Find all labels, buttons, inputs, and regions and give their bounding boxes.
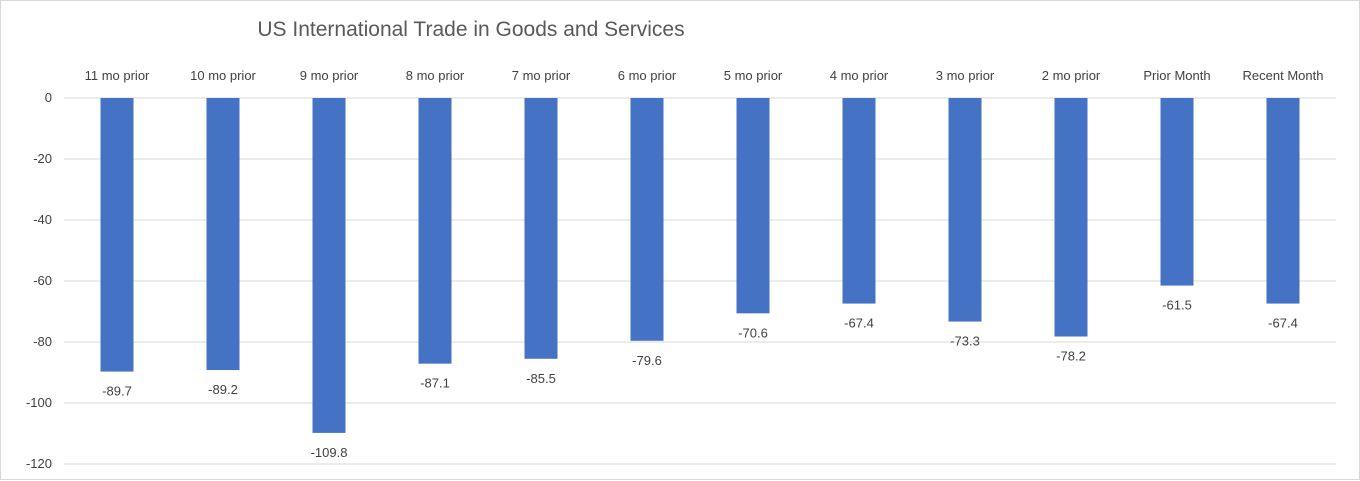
data-label: -87.1 bbox=[420, 376, 450, 391]
category-label: 9 mo prior bbox=[300, 68, 359, 83]
y-tick-label: -40 bbox=[33, 212, 52, 227]
category-label: 6 mo prior bbox=[618, 68, 677, 83]
bar bbox=[1161, 98, 1194, 286]
data-label: -61.5 bbox=[1162, 298, 1192, 313]
bar bbox=[631, 98, 664, 341]
data-label: -89.7 bbox=[102, 384, 132, 399]
category-label: 10 mo prior bbox=[190, 68, 256, 83]
category-label: 4 mo prior bbox=[830, 68, 889, 83]
chart-title: US International Trade in Goods and Serv… bbox=[257, 18, 684, 41]
gridlines bbox=[64, 98, 1336, 464]
bar bbox=[949, 98, 982, 322]
y-tick-label: -20 bbox=[33, 151, 52, 166]
data-label: -78.2 bbox=[1056, 349, 1086, 364]
y-tick-label: -100 bbox=[26, 395, 52, 410]
category-label: 8 mo prior bbox=[406, 68, 465, 83]
bar bbox=[1267, 98, 1300, 304]
data-label: -67.4 bbox=[844, 316, 874, 331]
category-label: 3 mo prior bbox=[936, 68, 995, 83]
data-label: -79.6 bbox=[632, 353, 662, 368]
category-labels: 11 mo prior 10 mo prior 9 mo prior 8 mo pri… bbox=[85, 68, 1324, 83]
y-tick-label: -60 bbox=[33, 273, 52, 288]
bar bbox=[843, 98, 876, 304]
data-labels: -89.7 -89.2 -109.8 -87.1 -85.5 -79.6 -70.6 -67.… bbox=[102, 298, 1298, 460]
data-label: -70.6 bbox=[738, 325, 768, 340]
y-tick-label: -80 bbox=[33, 334, 52, 349]
data-label: -109.8 bbox=[311, 445, 348, 460]
bar bbox=[101, 98, 134, 372]
bar bbox=[737, 98, 770, 313]
data-label: -73.3 bbox=[950, 334, 980, 349]
y-tick-label: -120 bbox=[26, 456, 52, 471]
category-label: Recent Month bbox=[1243, 68, 1324, 83]
category-label: Prior Month bbox=[1143, 68, 1210, 83]
bar bbox=[419, 98, 452, 364]
category-label: 5 mo prior bbox=[724, 68, 783, 83]
category-label: 7 mo prior bbox=[512, 68, 571, 83]
bar bbox=[207, 98, 240, 370]
y-axis-ticks: 0 -20 -40 -60 -80 -100 -120 bbox=[26, 90, 52, 471]
category-label: 2 mo prior bbox=[1042, 68, 1101, 83]
bar bbox=[313, 98, 346, 433]
bar bbox=[1055, 98, 1088, 337]
category-label: 11 mo prior bbox=[85, 68, 150, 83]
bars bbox=[101, 98, 1300, 433]
data-label: -85.5 bbox=[526, 371, 556, 386]
data-label: -67.4 bbox=[1268, 316, 1298, 331]
bar bbox=[525, 98, 558, 359]
y-tick-label: 0 bbox=[45, 90, 52, 105]
data-label: -89.2 bbox=[208, 382, 238, 397]
